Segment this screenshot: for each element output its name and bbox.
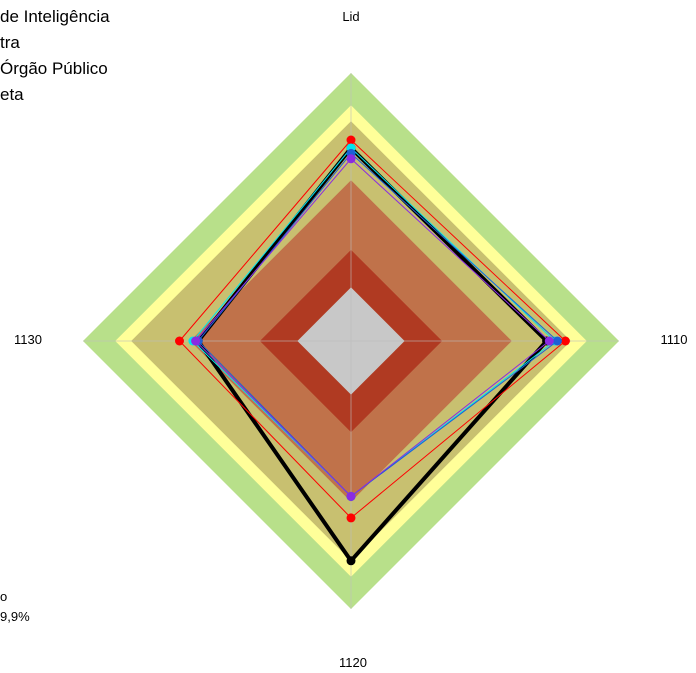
radar-series xyxy=(175,135,570,566)
series-1-point-1120 xyxy=(346,556,356,566)
legend-line-2: tra xyxy=(0,33,20,52)
series-4-point-1110 xyxy=(552,336,562,346)
series-2-point-Lid xyxy=(346,135,356,145)
legend-line-1: de Inteligência xyxy=(0,7,110,26)
series-5-point-Lid xyxy=(346,154,356,164)
series-2-point-1120 xyxy=(346,513,356,523)
axis-label-1110: 1110 xyxy=(661,332,688,347)
series-2-point-1110 xyxy=(560,336,570,346)
series-5-point-1110 xyxy=(544,336,554,346)
axis-label-lid: Lid xyxy=(342,9,359,24)
axis-label-1120: 1120 xyxy=(339,655,367,670)
legend-line-3: Órgão Público xyxy=(0,59,108,78)
legend: de Inteligência tra Órgão Público eta o … xyxy=(0,7,110,624)
series-5 xyxy=(191,154,554,501)
legend-line-4: eta xyxy=(0,85,24,104)
series-2 xyxy=(175,135,570,523)
legend-bottom-line-1: o xyxy=(0,589,7,604)
axis-label-1130: 1130 xyxy=(14,332,42,347)
legend-bottom-line-2: 9,9% xyxy=(0,609,30,624)
series-5-point-1120 xyxy=(346,491,356,501)
series-2-point-1130 xyxy=(175,336,184,346)
series-5-point-1130 xyxy=(191,336,201,346)
